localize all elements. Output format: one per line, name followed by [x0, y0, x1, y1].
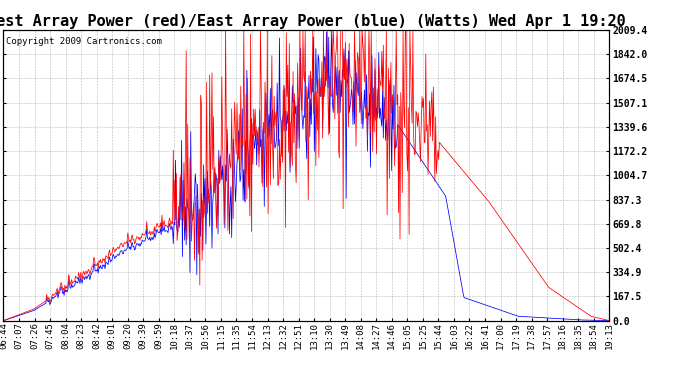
Text: Copyright 2009 Cartronics.com: Copyright 2009 Cartronics.com: [6, 37, 162, 46]
Title: West Array Power (red)/East Array Power (blue) (Watts) Wed Apr 1 19:20: West Array Power (red)/East Array Power …: [0, 14, 626, 29]
